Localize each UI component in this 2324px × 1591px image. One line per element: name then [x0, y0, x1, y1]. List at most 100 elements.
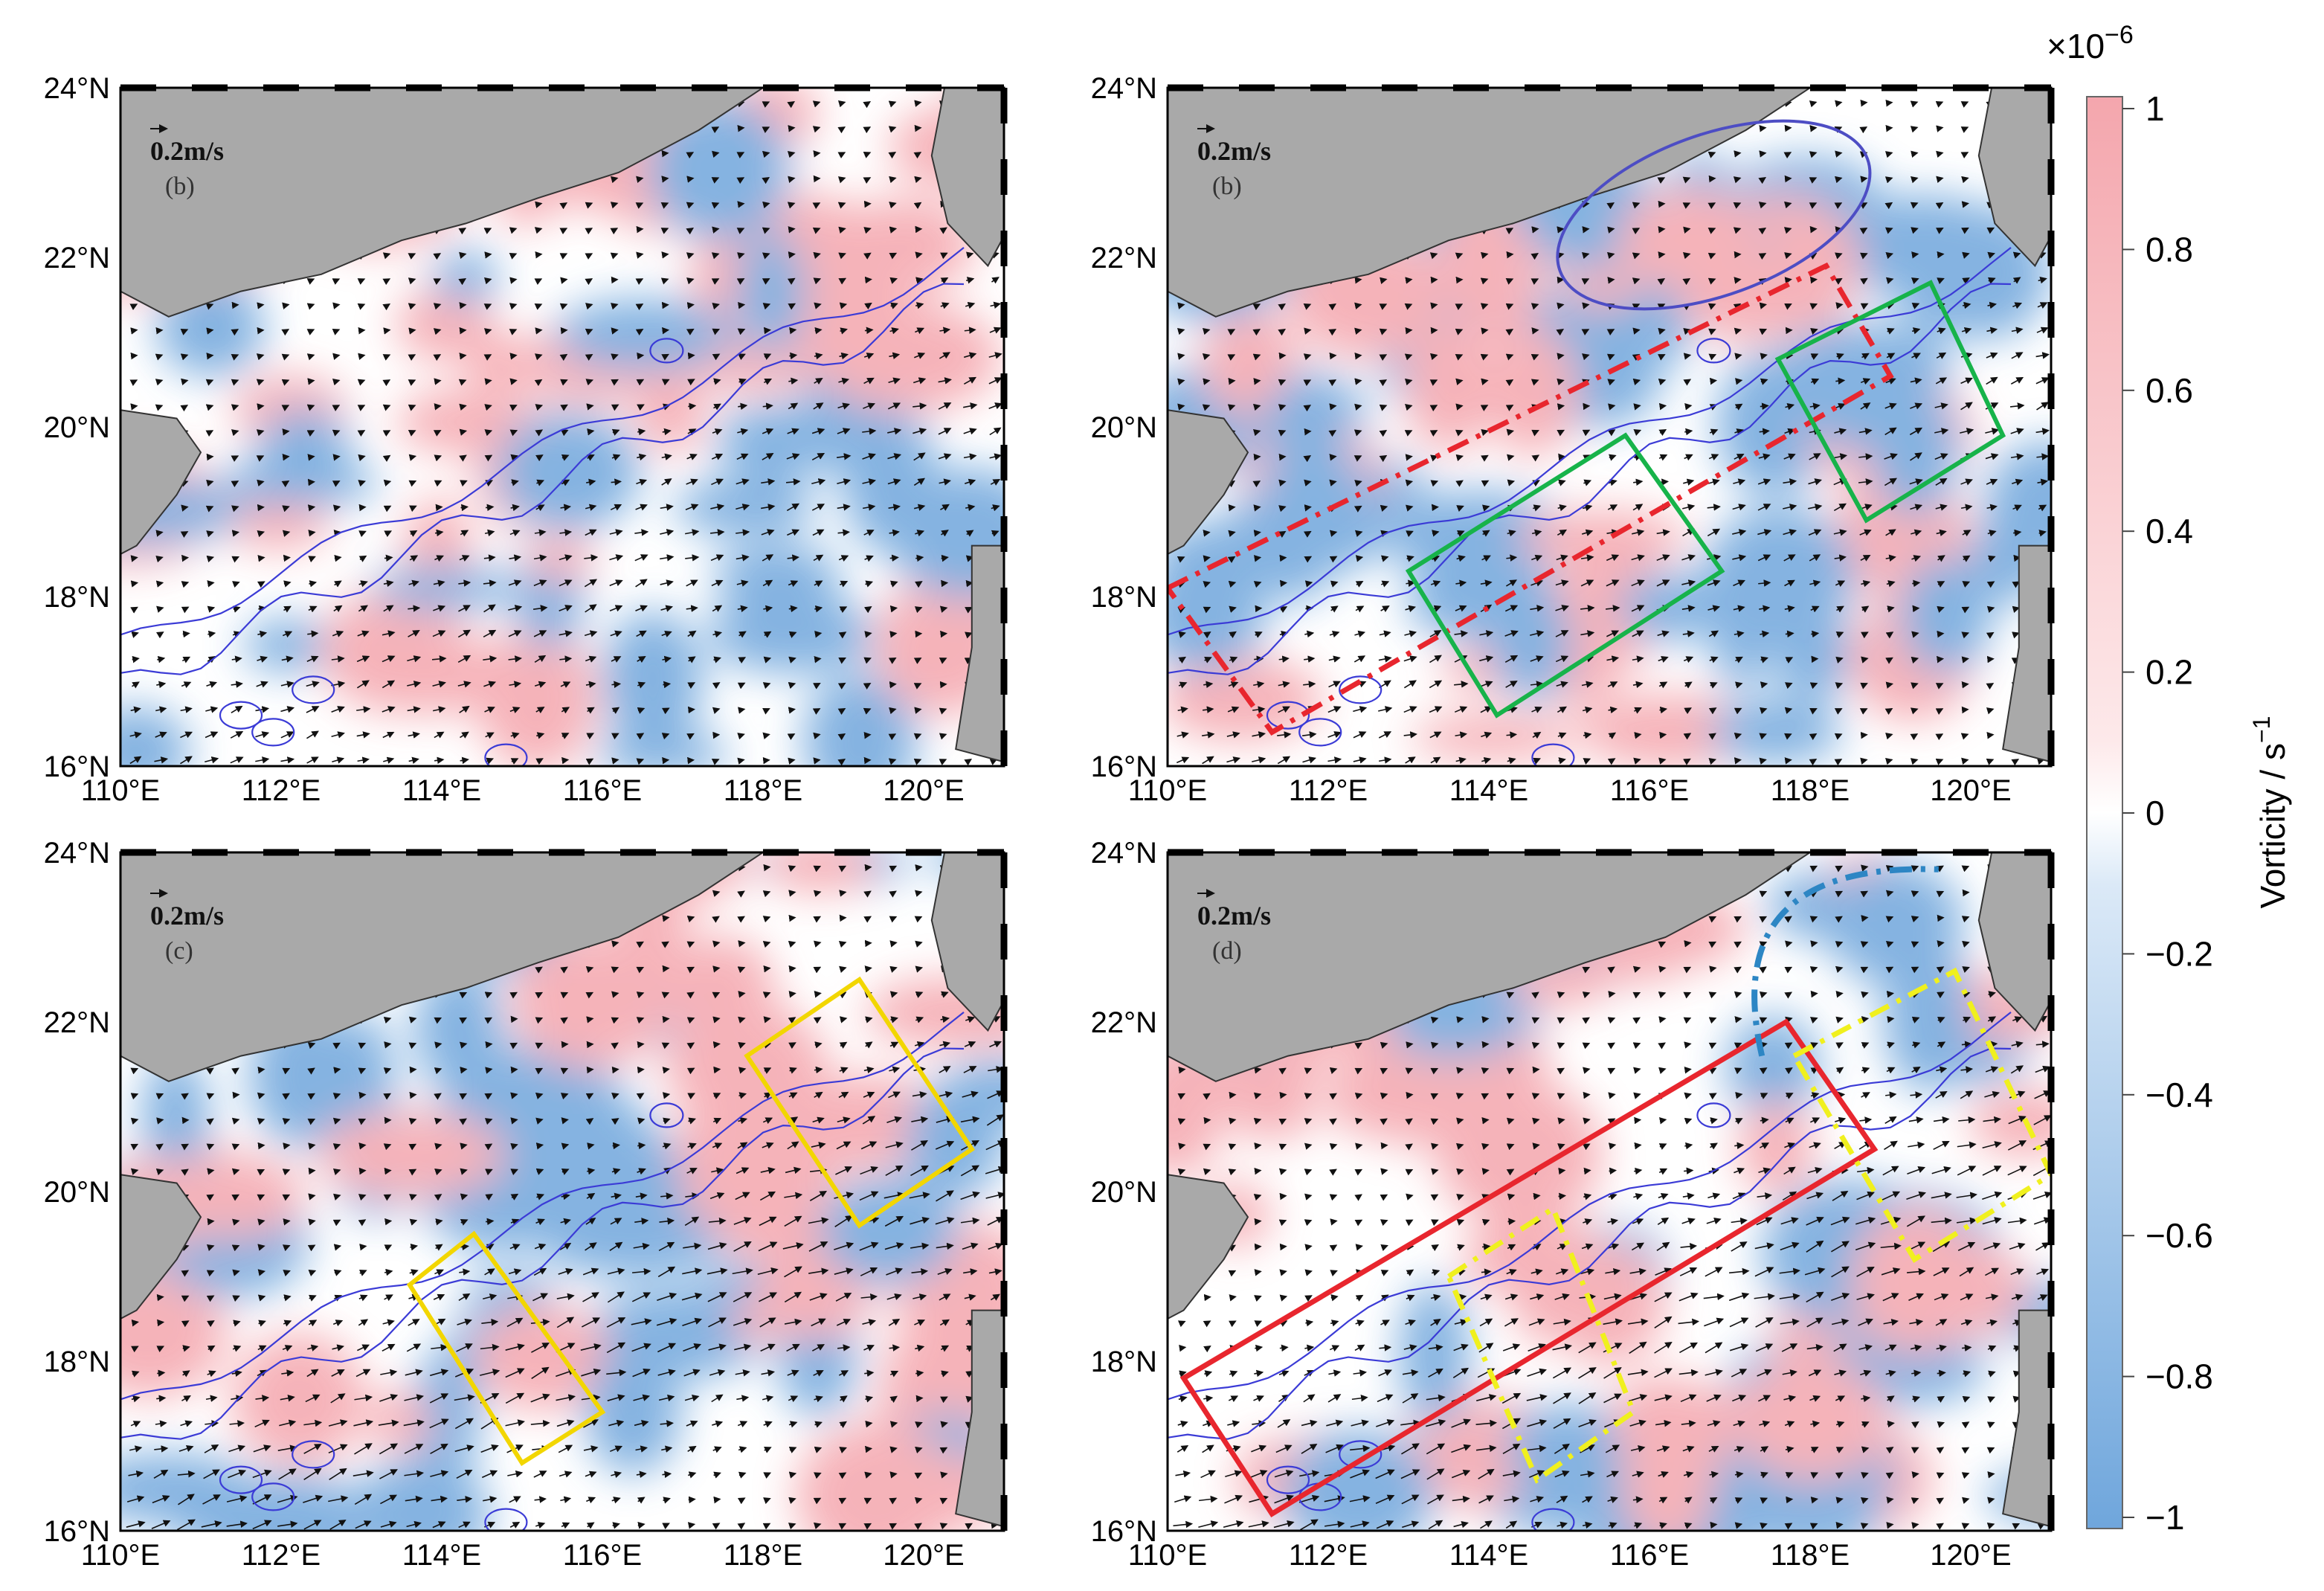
negative-vorticity-patch — [715, 404, 840, 480]
positive-vorticity-patch — [1852, 1206, 1981, 1355]
velocity-arrow — [432, 630, 446, 637]
velocity-arrow — [535, 429, 544, 437]
velocity-arrow — [534, 353, 543, 361]
velocity-arrow — [458, 228, 467, 235]
velocity-arrow — [333, 605, 343, 612]
velocity-arrow — [157, 1369, 166, 1378]
velocity-arrow — [483, 629, 497, 638]
velocity-arrow — [1632, 327, 1641, 335]
velocity-arrow — [206, 681, 218, 688]
velocity-arrow — [585, 681, 596, 689]
velocity-arrow — [535, 327, 543, 335]
velocity-arrow — [458, 379, 467, 386]
velocity-arrow — [257, 403, 265, 411]
velocity-arrow — [356, 706, 371, 713]
velocity-arrow — [738, 991, 746, 998]
velocity-arrow — [686, 302, 695, 309]
velocity-arrow — [332, 630, 344, 637]
velocity-arrow — [485, 480, 494, 487]
velocity-arrow — [1177, 302, 1185, 309]
velocity-arrow — [1279, 554, 1287, 562]
velocity-arrow — [331, 706, 345, 713]
velocity-arrow — [231, 681, 243, 688]
lon-tick-label: 112°E — [242, 774, 321, 807]
velocity-arrow — [1937, 914, 1945, 922]
negative-vorticity-patch — [1266, 371, 1345, 471]
velocity-arrow — [559, 353, 568, 361]
positive-vorticity-patch — [225, 498, 331, 550]
velocity-arrow — [536, 732, 545, 739]
velocity-arrow — [1759, 150, 1767, 158]
velocity-arrow — [256, 455, 265, 462]
velocity-arrow — [257, 479, 265, 487]
velocity-arrow — [509, 530, 521, 536]
velocity-arrow — [738, 940, 746, 948]
velocity-arrow — [484, 529, 495, 537]
velocity-arrow — [1354, 403, 1362, 411]
panel-label: (d) — [1212, 937, 1242, 965]
lat-tick-label: 18°N — [1091, 581, 1157, 614]
velocity-arrow — [407, 655, 422, 663]
velocity-arrow — [358, 1091, 367, 1099]
velocity-arrow — [585, 353, 593, 361]
velocity-arrow — [864, 939, 872, 948]
velocity-arrow — [1278, 404, 1287, 411]
negative-vorticity-patch — [1899, 193, 1962, 340]
velocity-arrow — [483, 303, 492, 310]
velocity-arrow — [283, 605, 292, 613]
velocity-arrow — [1987, 1471, 1995, 1479]
velocity-arrow — [585, 758, 594, 765]
velocity-arrow — [1684, 940, 1692, 948]
velocity-arrow — [155, 404, 164, 411]
negative-vorticity-patch — [433, 249, 499, 306]
velocity-arrow — [1279, 579, 1288, 588]
velocity-arrow — [306, 430, 315, 437]
colorbar-tick-label: 0.2 — [2146, 653, 2193, 692]
velocity-arrow — [1429, 353, 1438, 361]
velocity-arrow — [382, 630, 396, 637]
velocity-arrow — [205, 404, 214, 411]
velocity-arrow — [1254, 1067, 1262, 1074]
velocity-arrow — [357, 630, 370, 637]
velocity-arrow — [535, 504, 545, 512]
lon-tick-label: 120°E — [1930, 1539, 2011, 1572]
velocity-arrow — [280, 706, 295, 713]
velocity-arrow — [508, 579, 522, 587]
velocity-arrow — [1659, 731, 1667, 739]
velocity-arrow — [662, 965, 670, 973]
velocity-arrow — [434, 480, 442, 487]
positive-vorticity-patch — [1225, 1074, 1318, 1140]
velocity-arrow — [1961, 757, 1969, 765]
velocity-arrow — [1809, 225, 1818, 234]
velocity-arrow — [1937, 1369, 1946, 1378]
velocity-arrow — [332, 328, 341, 335]
velocity-arrow — [559, 529, 573, 536]
velocity-arrow — [1254, 1269, 1262, 1276]
velocity-arrow — [130, 606, 138, 614]
velocity-arrow — [1404, 404, 1413, 411]
velocity-arrow — [408, 354, 416, 361]
velocity-arrow — [132, 655, 140, 663]
velocity-arrow — [332, 405, 341, 412]
positive-vorticity-patch — [367, 1391, 431, 1452]
negative-vorticity-patch — [120, 1453, 257, 1525]
velocity-arrow — [1304, 504, 1312, 512]
velocity-arrow — [484, 251, 492, 259]
velocity-arrow — [1179, 1344, 1187, 1352]
velocity-arrow — [662, 1015, 670, 1023]
velocity-arrow — [207, 630, 216, 638]
velocity-arrow — [662, 756, 670, 765]
velocity-arrow — [382, 379, 391, 387]
velocity-arrow — [1177, 403, 1185, 411]
negative-vorticity-patch — [843, 408, 938, 553]
velocity-arrow — [408, 731, 420, 739]
lat-tick-label: 22°N — [44, 1006, 110, 1039]
velocity-arrow — [1962, 1344, 1972, 1351]
velocity-arrow — [358, 504, 367, 512]
velocity-arrow — [358, 530, 367, 538]
velocity-arrow — [484, 707, 495, 713]
velocity-arrow — [1481, 1016, 1490, 1023]
velocity-arrow — [205, 706, 219, 713]
